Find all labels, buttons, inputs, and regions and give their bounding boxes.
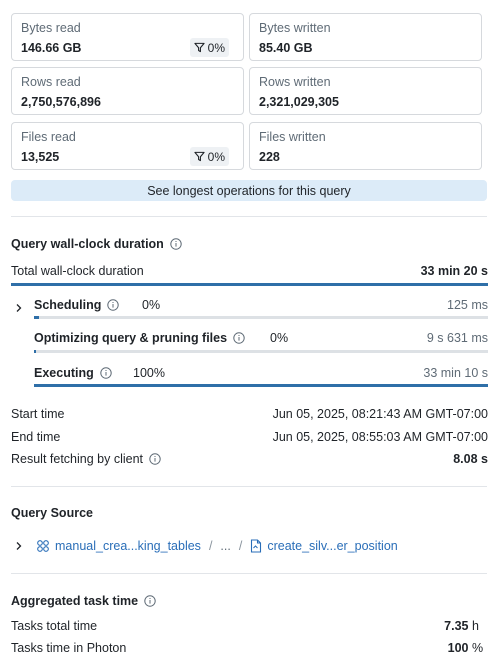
metric-value: 2,750,576,896	[21, 95, 101, 109]
end-time-value: Jun 05, 2025, 08:55:03 AM GMT-07:00	[272, 430, 488, 444]
metric-card-files-read: Files read 13,525 0%	[11, 122, 244, 170]
info-icon[interactable]	[233, 332, 245, 344]
filter-pct-value: 0%	[207, 149, 225, 164]
query-source-row: manual_crea...king_tables / ... / create…	[14, 537, 398, 555]
query-source-link-1[interactable]: manual_crea...king_tables	[55, 539, 201, 553]
filter-pct-value: 0%	[207, 40, 225, 55]
filter-icon	[194, 42, 205, 53]
info-icon[interactable]	[149, 453, 161, 465]
result-fetching-label: Result fetching by client	[11, 452, 161, 466]
metric-value: 13,525	[21, 150, 60, 164]
section-title-text: Query wall-clock duration	[11, 237, 164, 251]
metric-card-rows-read: Rows read 2,750,576,896	[11, 67, 244, 115]
divider	[11, 573, 487, 574]
phase-pct-scheduling: 0%	[142, 298, 161, 312]
scheduling-bar-fill	[34, 316, 39, 319]
notebook-icon	[37, 540, 49, 552]
end-time-label: End time	[11, 430, 61, 444]
wall-clock-section-title: Query wall-clock duration	[11, 237, 182, 251]
start-time-label: Start time	[11, 407, 65, 421]
divider	[11, 216, 487, 217]
chevron-right-icon[interactable]	[14, 541, 24, 551]
executing-bar	[34, 384, 488, 387]
metric-value: 228	[259, 150, 280, 164]
start-time-value: Jun 05, 2025, 08:21:43 AM GMT-07:00	[272, 407, 488, 421]
tasks-photon-label: Tasks time in Photon	[11, 641, 127, 655]
task-time-section-title: Aggregated task time	[11, 594, 156, 608]
metric-card-bytes-written: Bytes written 85.40 GB	[249, 13, 482, 61]
phase-label-text: Executing	[34, 366, 94, 380]
metric-label: Files written	[259, 130, 326, 144]
metric-label: Rows read	[21, 75, 81, 89]
result-fetching-text: Result fetching by client	[11, 452, 144, 466]
phase-label-optimizing: Optimizing query & pruning files	[34, 331, 245, 345]
metric-label: Files read	[21, 130, 76, 144]
total-wall-clock-value: 33 min 20 s	[420, 264, 488, 278]
scheduling-bar	[34, 316, 488, 319]
result-fetching-value: 8.08 s	[453, 452, 488, 466]
breadcrumb-ellipsis[interactable]: ...	[220, 539, 231, 553]
tasks-total-time-unit: h	[472, 619, 479, 633]
info-icon[interactable]	[100, 367, 112, 379]
filter-icon	[194, 151, 205, 162]
phase-label-text: Optimizing query & pruning files	[34, 331, 228, 345]
phase-value-optimizing: 9 s 631 ms	[426, 331, 488, 345]
query-source-link-2[interactable]: create_silv...er_position	[267, 539, 398, 553]
tasks-total-time-value: 7.35 h	[444, 619, 488, 633]
file-icon	[251, 539, 262, 553]
metric-card-bytes-read: Bytes read 146.66 GB 0%	[11, 13, 244, 61]
phase-pct-optimizing: 0%	[270, 331, 289, 345]
chevron-right-icon[interactable]	[14, 303, 24, 313]
breadcrumb-separator: /	[208, 539, 213, 553]
phase-value-executing: 33 min 10 s	[423, 366, 488, 380]
tasks-photon-value: 100 %	[448, 641, 488, 655]
metric-value: 85.40 GB	[259, 41, 313, 55]
tasks-total-time-label: Tasks total time	[11, 619, 98, 633]
see-longest-operations-button[interactable]: See longest operations for this query	[11, 180, 487, 201]
info-icon[interactable]	[107, 299, 120, 311]
metric-value: 146.66 GB	[21, 41, 82, 55]
tasks-photon-unit: %	[472, 641, 484, 655]
tasks-photon-number: 100	[447, 641, 469, 655]
metric-card-files-written: Files written 228	[249, 122, 482, 170]
optimizing-bar-fill	[34, 350, 37, 353]
metric-value: 2,321,029,305	[259, 95, 339, 109]
info-icon[interactable]	[170, 238, 182, 250]
total-duration-bar-fill	[11, 283, 488, 286]
phase-label-executing: Executing	[34, 366, 112, 380]
filter-pct-badge[interactable]: 0%	[189, 38, 229, 57]
filter-pct-badge[interactable]: 0%	[189, 147, 229, 166]
phase-label-text: Scheduling	[34, 298, 102, 312]
metric-card-rows-written: Rows written 2,321,029,305	[249, 67, 482, 115]
optimizing-bar	[34, 350, 488, 353]
total-wall-clock-label: Total wall-clock duration	[11, 264, 144, 278]
metric-label: Rows written	[259, 75, 331, 89]
metric-label: Bytes written	[259, 21, 331, 35]
executing-bar-fill	[34, 384, 488, 387]
section-title-text: Aggregated task time	[11, 594, 139, 608]
phase-label-scheduling: Scheduling	[34, 298, 120, 312]
tasks-total-time-number: 7.35	[444, 619, 469, 633]
query-source-section-title: Query Source	[11, 506, 93, 520]
phase-pct-executing: 100%	[133, 366, 165, 380]
phase-value-scheduling: 125 ms	[447, 298, 488, 312]
section-title-text: Query Source	[11, 506, 93, 520]
divider	[11, 486, 487, 487]
total-duration-bar	[11, 283, 488, 286]
metric-label: Bytes read	[21, 21, 81, 35]
info-icon[interactable]	[144, 595, 156, 607]
breadcrumb-separator: /	[238, 539, 243, 553]
